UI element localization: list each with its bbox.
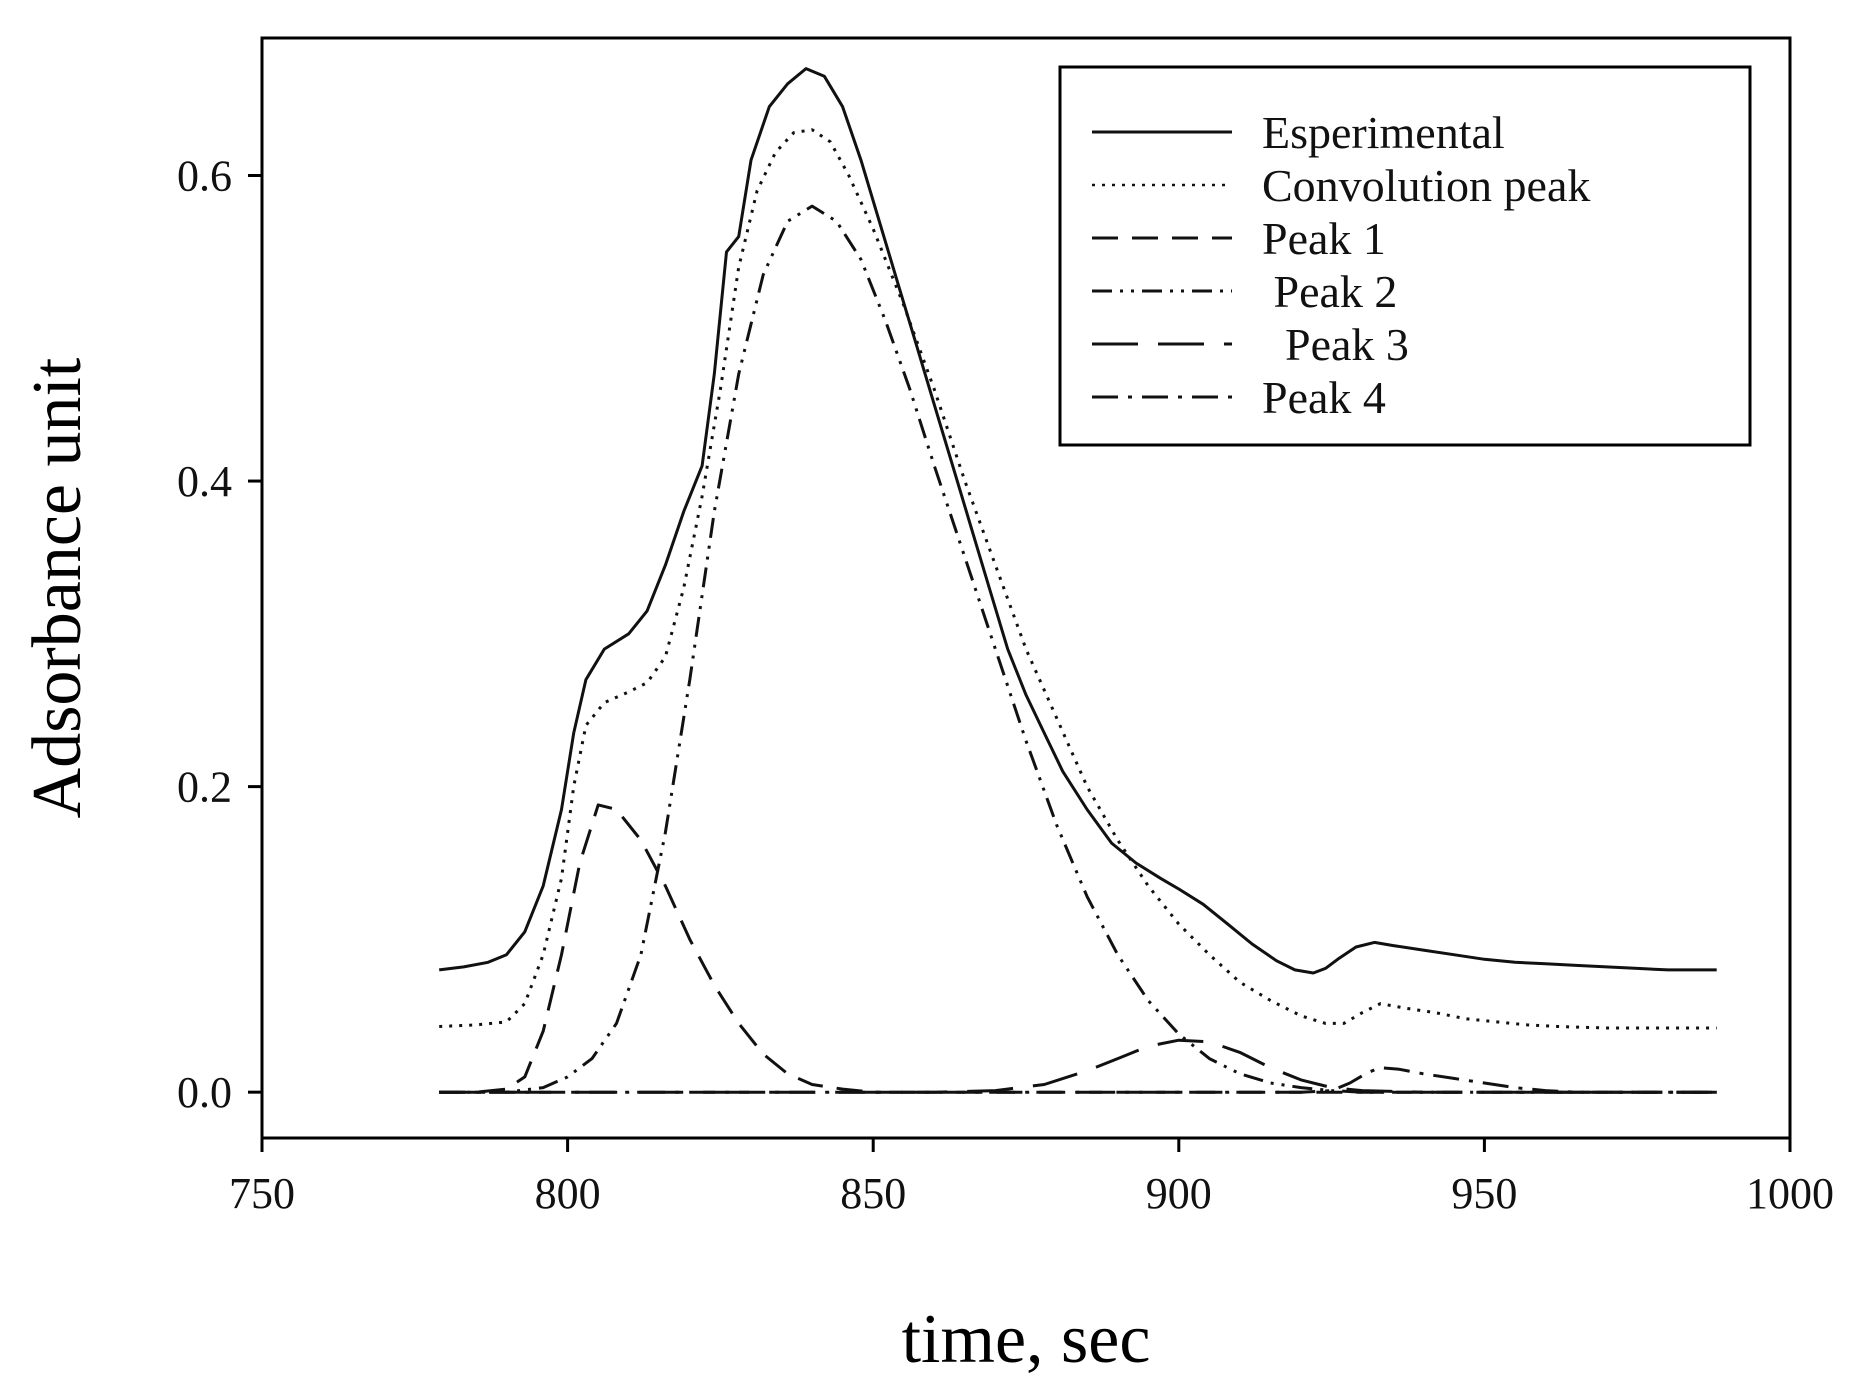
legend-label: Peak 4 bbox=[1262, 372, 1386, 423]
x-tick-label: 900 bbox=[1146, 1169, 1212, 1218]
x-axis: 750 800 850 900 950 1000 bbox=[229, 1138, 1834, 1218]
series-line-esperimental bbox=[439, 67, 1717, 975]
y-tick-label: 0.2 bbox=[177, 763, 232, 812]
series-line-peak-4 bbox=[439, 1066, 1717, 1094]
plot-frame bbox=[260, 36, 1792, 1140]
series-line-peak-2 bbox=[439, 204, 1717, 1094]
x-tick-label: 850 bbox=[840, 1169, 906, 1218]
series-group bbox=[439, 67, 1717, 1094]
y-axis-title: Adsorbance unit bbox=[19, 357, 96, 818]
legend-box bbox=[1058, 65, 1752, 447]
y-tick-label: 0.4 bbox=[177, 457, 232, 506]
legend-label: Peak 3 bbox=[1262, 319, 1409, 370]
series-line-peak-3 bbox=[439, 1038, 1717, 1094]
y-tick-label: 0.6 bbox=[177, 152, 232, 201]
legend-label: Convolution peak bbox=[1262, 160, 1590, 211]
legend-label: Peak 1 bbox=[1262, 213, 1386, 264]
legend-label: Peak 2 bbox=[1262, 266, 1397, 317]
series-line-convolution-peak bbox=[439, 128, 1717, 1030]
x-tick-label: 1000 bbox=[1746, 1169, 1834, 1218]
x-axis-title: time, sec bbox=[902, 1301, 1151, 1378]
y-tick-label: 0.0 bbox=[177, 1068, 232, 1117]
series-line-peak-1 bbox=[439, 803, 1717, 1094]
legend-label: Esperimental bbox=[1262, 107, 1505, 158]
y-axis: 0.0 0.2 0.4 0.6 bbox=[177, 152, 262, 1117]
x-tick-label: 750 bbox=[229, 1169, 295, 1218]
x-tick-label: 950 bbox=[1451, 1169, 1517, 1218]
x-tick-label: 800 bbox=[535, 1169, 601, 1218]
